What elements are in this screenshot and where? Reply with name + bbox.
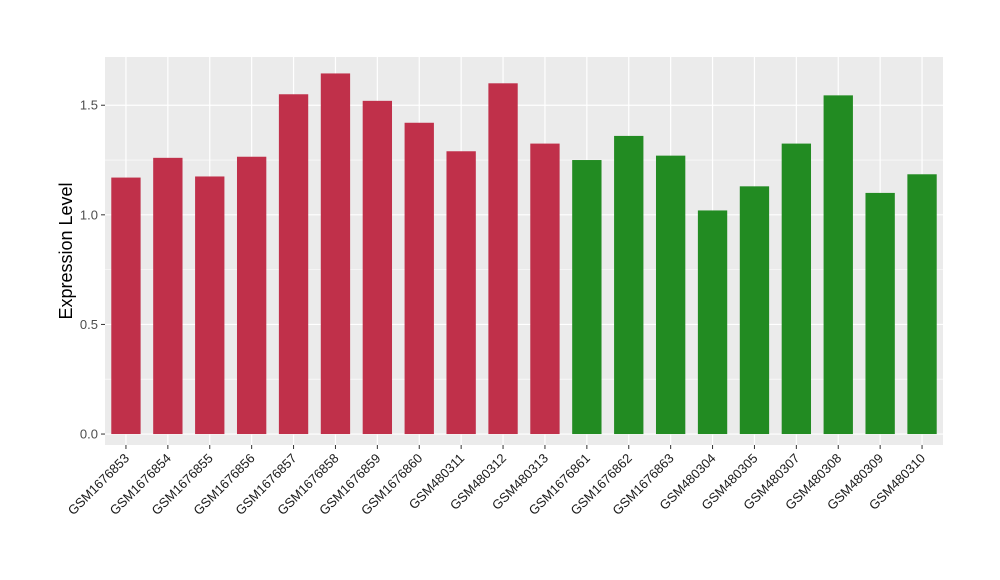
plot-panel	[105, 57, 943, 445]
bar-GSM1676854	[153, 157, 183, 435]
x-axis: GSM1676853GSM1676854GSM1676855GSM1676856…	[65, 445, 928, 518]
y-tick-label: 0.0	[80, 427, 98, 442]
bar-GSM1676862	[614, 135, 644, 435]
bar-GSM480310	[907, 174, 937, 435]
y-tick-label: 1.5	[80, 98, 98, 113]
y-tick-label: 1.0	[80, 207, 98, 222]
bar-GSM480307	[781, 143, 812, 435]
bar-GSM1676853	[111, 177, 141, 435]
bars	[111, 73, 937, 435]
bar-GSM480312	[488, 83, 518, 435]
bar-GSM1676856	[236, 156, 267, 435]
bar-GSM1676859	[362, 100, 393, 435]
bar-GSM1676861	[572, 160, 602, 435]
y-axis: 0.0 0.5 1.0 1.5	[80, 98, 105, 442]
bar-GSM1676860	[404, 122, 434, 435]
bar-GSM1676857	[278, 94, 309, 435]
bar-GSM480305	[739, 186, 770, 435]
bar-GSM1676858	[320, 73, 351, 435]
bar-GSM480304	[697, 210, 728, 435]
bar-GSM480309	[865, 192, 895, 435]
bar-GSM1676863	[655, 155, 686, 435]
bar-GSM1676855	[195, 176, 225, 435]
bar-GSM480311	[446, 151, 476, 435]
y-axis-title: Expression Level	[56, 182, 76, 319]
bar-GSM480313	[530, 143, 560, 435]
bar-GSM480308	[823, 95, 853, 435]
y-tick-label: 0.5	[80, 317, 98, 332]
